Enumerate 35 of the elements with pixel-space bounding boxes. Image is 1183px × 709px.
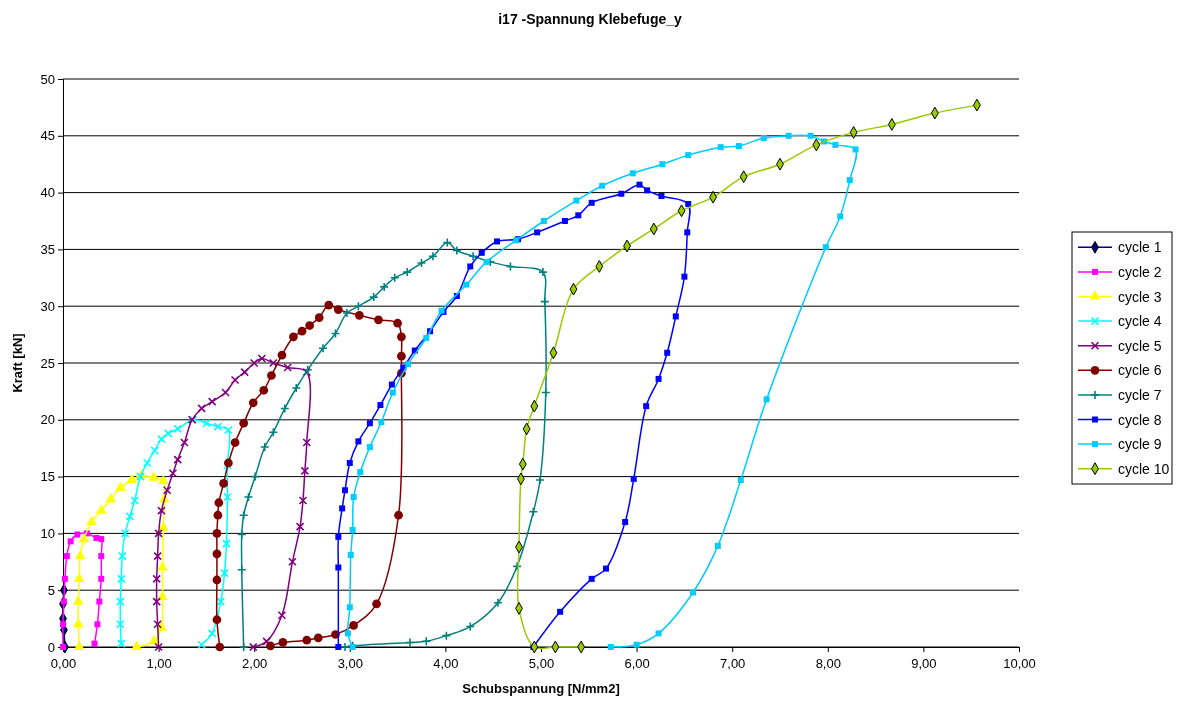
legend-label: cycle 5 xyxy=(1118,337,1162,354)
legend-label: cycle 8 xyxy=(1118,411,1162,428)
legend-label: cycle 4 xyxy=(1118,313,1162,330)
y-tick-label: 45 xyxy=(40,128,55,144)
y-tick-label: 50 xyxy=(40,71,55,87)
legend-label: cycle 10 xyxy=(1118,460,1170,477)
x-tick-label: 10,00 xyxy=(1003,656,1036,671)
y-tick-label: 15 xyxy=(40,469,55,485)
x-axis-title: Schubspannung [N/mm2] xyxy=(462,681,620,696)
legend-label: cycle 6 xyxy=(1118,362,1162,379)
y-tick-label: 5 xyxy=(47,582,55,598)
y-tick-label: 35 xyxy=(40,242,55,258)
x-tick-label: 3,00 xyxy=(337,656,363,671)
y-tick-label: 20 xyxy=(40,412,55,428)
x-tick-label: 5,00 xyxy=(528,656,555,671)
legend-label: cycle 1 xyxy=(1118,239,1162,256)
x-tick-label: 0,00 xyxy=(50,656,77,671)
x-tick-label: 4,00 xyxy=(433,656,459,671)
x-tick-label: 1,00 xyxy=(146,656,172,671)
legend-label: cycle 3 xyxy=(1118,288,1162,305)
y-tick-label: 25 xyxy=(40,355,55,371)
y-tick-label: 10 xyxy=(40,526,55,542)
y-axis-title: Kraft [kN] xyxy=(10,333,25,393)
x-tick-label: 8,00 xyxy=(815,656,841,671)
x-tick-label: 9,00 xyxy=(911,656,937,671)
y-tick-label: 40 xyxy=(40,185,55,201)
x-tick-label: 7,00 xyxy=(720,656,746,671)
x-tick-label: 6,00 xyxy=(624,656,650,671)
y-tick-label: 30 xyxy=(40,298,55,314)
legend-label: cycle 9 xyxy=(1118,436,1162,453)
chart-title: i17 -Spannung Klebefuge_y xyxy=(498,11,682,27)
legend-label: cycle 2 xyxy=(1118,263,1162,280)
legend-label: cycle 7 xyxy=(1118,386,1162,403)
y-tick-label: 0 xyxy=(47,639,55,655)
x-tick-label: 2,00 xyxy=(242,656,268,671)
